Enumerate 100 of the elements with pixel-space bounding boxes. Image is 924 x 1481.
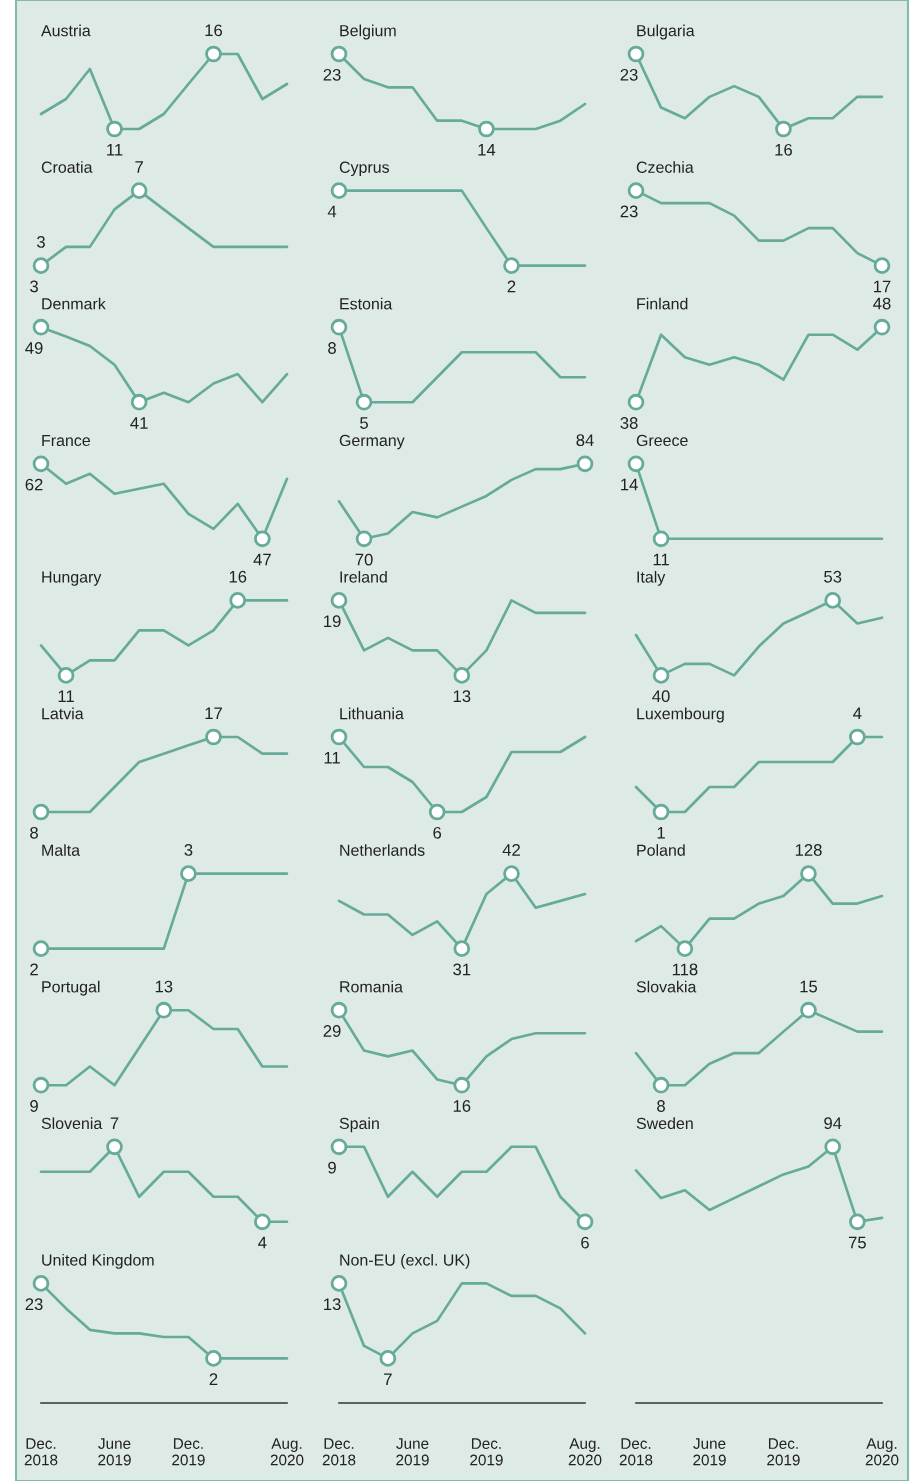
data-label: 47 bbox=[253, 553, 271, 566]
data-label: 16 bbox=[205, 24, 223, 37]
data-label: 13 bbox=[324, 1298, 341, 1311]
data-label: 11 bbox=[324, 752, 340, 764]
data-label: 42 bbox=[502, 844, 520, 856]
data-label: 6 bbox=[581, 1236, 589, 1249]
data-label: 2 bbox=[507, 280, 516, 293]
data-label: 13 bbox=[155, 980, 173, 993]
x-tick-label: Dec. 2019 bbox=[470, 1438, 503, 1466]
data-label: 29 bbox=[323, 1025, 341, 1037]
data-label: 4 bbox=[327, 205, 337, 218]
data-label: 70 bbox=[355, 553, 373, 566]
data-label: 128 bbox=[795, 844, 822, 856]
chart-title: Poland bbox=[637, 844, 685, 856]
data-label: 48 bbox=[873, 297, 891, 310]
data-label: 38 bbox=[620, 417, 638, 429]
data-label: 11 bbox=[58, 690, 74, 702]
data-label: 17 bbox=[874, 280, 891, 293]
data-label: 2 bbox=[30, 963, 38, 976]
data-label: 8 bbox=[657, 1100, 665, 1112]
data-label: 13 bbox=[453, 690, 471, 703]
data-label: 62 bbox=[25, 478, 43, 491]
data-label: 49 bbox=[25, 342, 43, 354]
chart-title: Greece bbox=[636, 434, 688, 447]
x-tick-label: Dec. 2018 bbox=[322, 1438, 356, 1466]
chart-title: Romania bbox=[340, 980, 403, 993]
data-label: 31 bbox=[453, 963, 471, 976]
data-label: 14 bbox=[621, 478, 638, 491]
data-label: 2 bbox=[209, 1373, 218, 1385]
data-label: 7 bbox=[384, 1373, 392, 1385]
chart-title: Spain bbox=[339, 1117, 379, 1133]
chart-title: Luxembourg bbox=[637, 707, 724, 723]
data-label: 6 bbox=[433, 826, 442, 839]
chart-title: Bulgaria bbox=[637, 24, 695, 40]
chart-title: Finland bbox=[637, 297, 688, 310]
data-label: 17 bbox=[205, 707, 222, 720]
data-label: 19 bbox=[324, 615, 341, 628]
x-tick-label: Aug. 2020 bbox=[270, 1438, 304, 1466]
chart-title: Slovenia bbox=[41, 1117, 103, 1130]
data-label: 23 bbox=[620, 205, 638, 218]
chart-title: Austria bbox=[41, 24, 91, 37]
chart-title: Malta bbox=[42, 844, 81, 856]
chart-title: United Kingdom bbox=[42, 1253, 154, 1269]
data-label: 5 bbox=[360, 417, 368, 429]
data-label: 9 bbox=[328, 1161, 336, 1174]
chart-title: Latvia bbox=[42, 707, 84, 720]
data-label: 9 bbox=[30, 1100, 38, 1112]
x-tick-label: Aug. 2020 bbox=[865, 1438, 899, 1466]
data-label: 16 bbox=[453, 1100, 471, 1112]
data-label: 14 bbox=[478, 144, 496, 156]
chart-title: Sweden bbox=[636, 1117, 693, 1130]
chart-title: Belgium bbox=[340, 24, 396, 40]
data-label: 16 bbox=[229, 570, 247, 583]
chart-title: Denmark bbox=[42, 297, 106, 310]
data-label: 53 bbox=[824, 570, 842, 583]
data-label: 4 bbox=[853, 707, 862, 720]
data-label: 3 bbox=[30, 280, 38, 293]
chart-title: Hungary bbox=[42, 571, 102, 586]
chart-title: Croatia bbox=[41, 161, 93, 173]
data-label: 11 bbox=[107, 144, 123, 156]
data-label: 1 bbox=[657, 827, 665, 839]
chart-title: France bbox=[42, 434, 90, 447]
data-label: 16 bbox=[775, 143, 792, 156]
data-label: 75 bbox=[848, 1236, 866, 1249]
data-label: 118 bbox=[672, 963, 698, 976]
chart-title: Netherlands bbox=[340, 844, 425, 856]
data-label: 94 bbox=[824, 1117, 842, 1130]
chart-title: Czechia bbox=[636, 161, 694, 173]
x-tick-label: Dec. 2019 bbox=[767, 1438, 800, 1466]
data-label: 15 bbox=[800, 980, 818, 993]
chart-title: Estonia bbox=[340, 297, 393, 310]
data-label: 3 bbox=[184, 844, 193, 856]
data-label: 40 bbox=[652, 690, 670, 703]
data-label: 41 bbox=[130, 417, 148, 429]
x-tick-label: Dec. 2019 bbox=[172, 1438, 205, 1466]
data-label: 23 bbox=[323, 68, 341, 81]
x-tick-label: Aug. 2020 bbox=[568, 1438, 602, 1466]
chart-title: Slovakia bbox=[636, 980, 697, 993]
x-tick-label: June 2019 bbox=[693, 1438, 726, 1466]
data-label: 8 bbox=[328, 342, 336, 354]
data-label: 7 bbox=[110, 1117, 119, 1129]
chart-title: Cyprus bbox=[339, 161, 390, 177]
data-label: 8 bbox=[30, 826, 38, 839]
data-label: 84 bbox=[576, 434, 594, 447]
chart-title: Ireland bbox=[340, 570, 387, 583]
x-tick-label: June 2019 bbox=[98, 1438, 131, 1466]
chart-title: Lithuania bbox=[340, 707, 404, 720]
chart-title: Italy bbox=[637, 570, 666, 586]
data-label: 4 bbox=[258, 1236, 267, 1249]
annotation: 3 bbox=[37, 236, 45, 248]
x-tick-label: Dec. 2018 bbox=[24, 1438, 58, 1466]
data-label: 7 bbox=[135, 161, 143, 173]
x-tick-label: June 2019 bbox=[396, 1438, 429, 1466]
chart-title: Non-EU (excl. UK) bbox=[340, 1253, 470, 1269]
chart-title: Portugal bbox=[42, 980, 100, 996]
data-label: 23 bbox=[620, 68, 638, 81]
data-label: 11 bbox=[653, 553, 669, 566]
x-tick-label: Dec. 2018 bbox=[619, 1438, 653, 1466]
data-label: 23 bbox=[25, 1298, 43, 1311]
chart-title: Germany bbox=[339, 434, 405, 450]
